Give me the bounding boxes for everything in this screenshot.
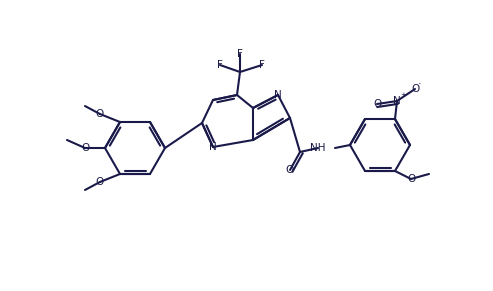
Text: O: O	[373, 99, 381, 109]
Text: NH: NH	[310, 143, 326, 153]
Text: ·: ·	[418, 79, 422, 89]
Text: N: N	[274, 90, 282, 100]
Text: +: +	[400, 92, 406, 98]
Text: N: N	[393, 96, 401, 106]
Text: O: O	[96, 109, 104, 119]
Text: O: O	[411, 84, 419, 94]
Text: O: O	[96, 177, 104, 187]
Text: F: F	[237, 49, 243, 59]
Text: O: O	[407, 174, 415, 184]
Text: O: O	[286, 165, 294, 175]
Text: O: O	[81, 143, 89, 153]
Text: F: F	[259, 60, 265, 70]
Text: F: F	[217, 60, 223, 70]
Text: N: N	[209, 142, 217, 152]
